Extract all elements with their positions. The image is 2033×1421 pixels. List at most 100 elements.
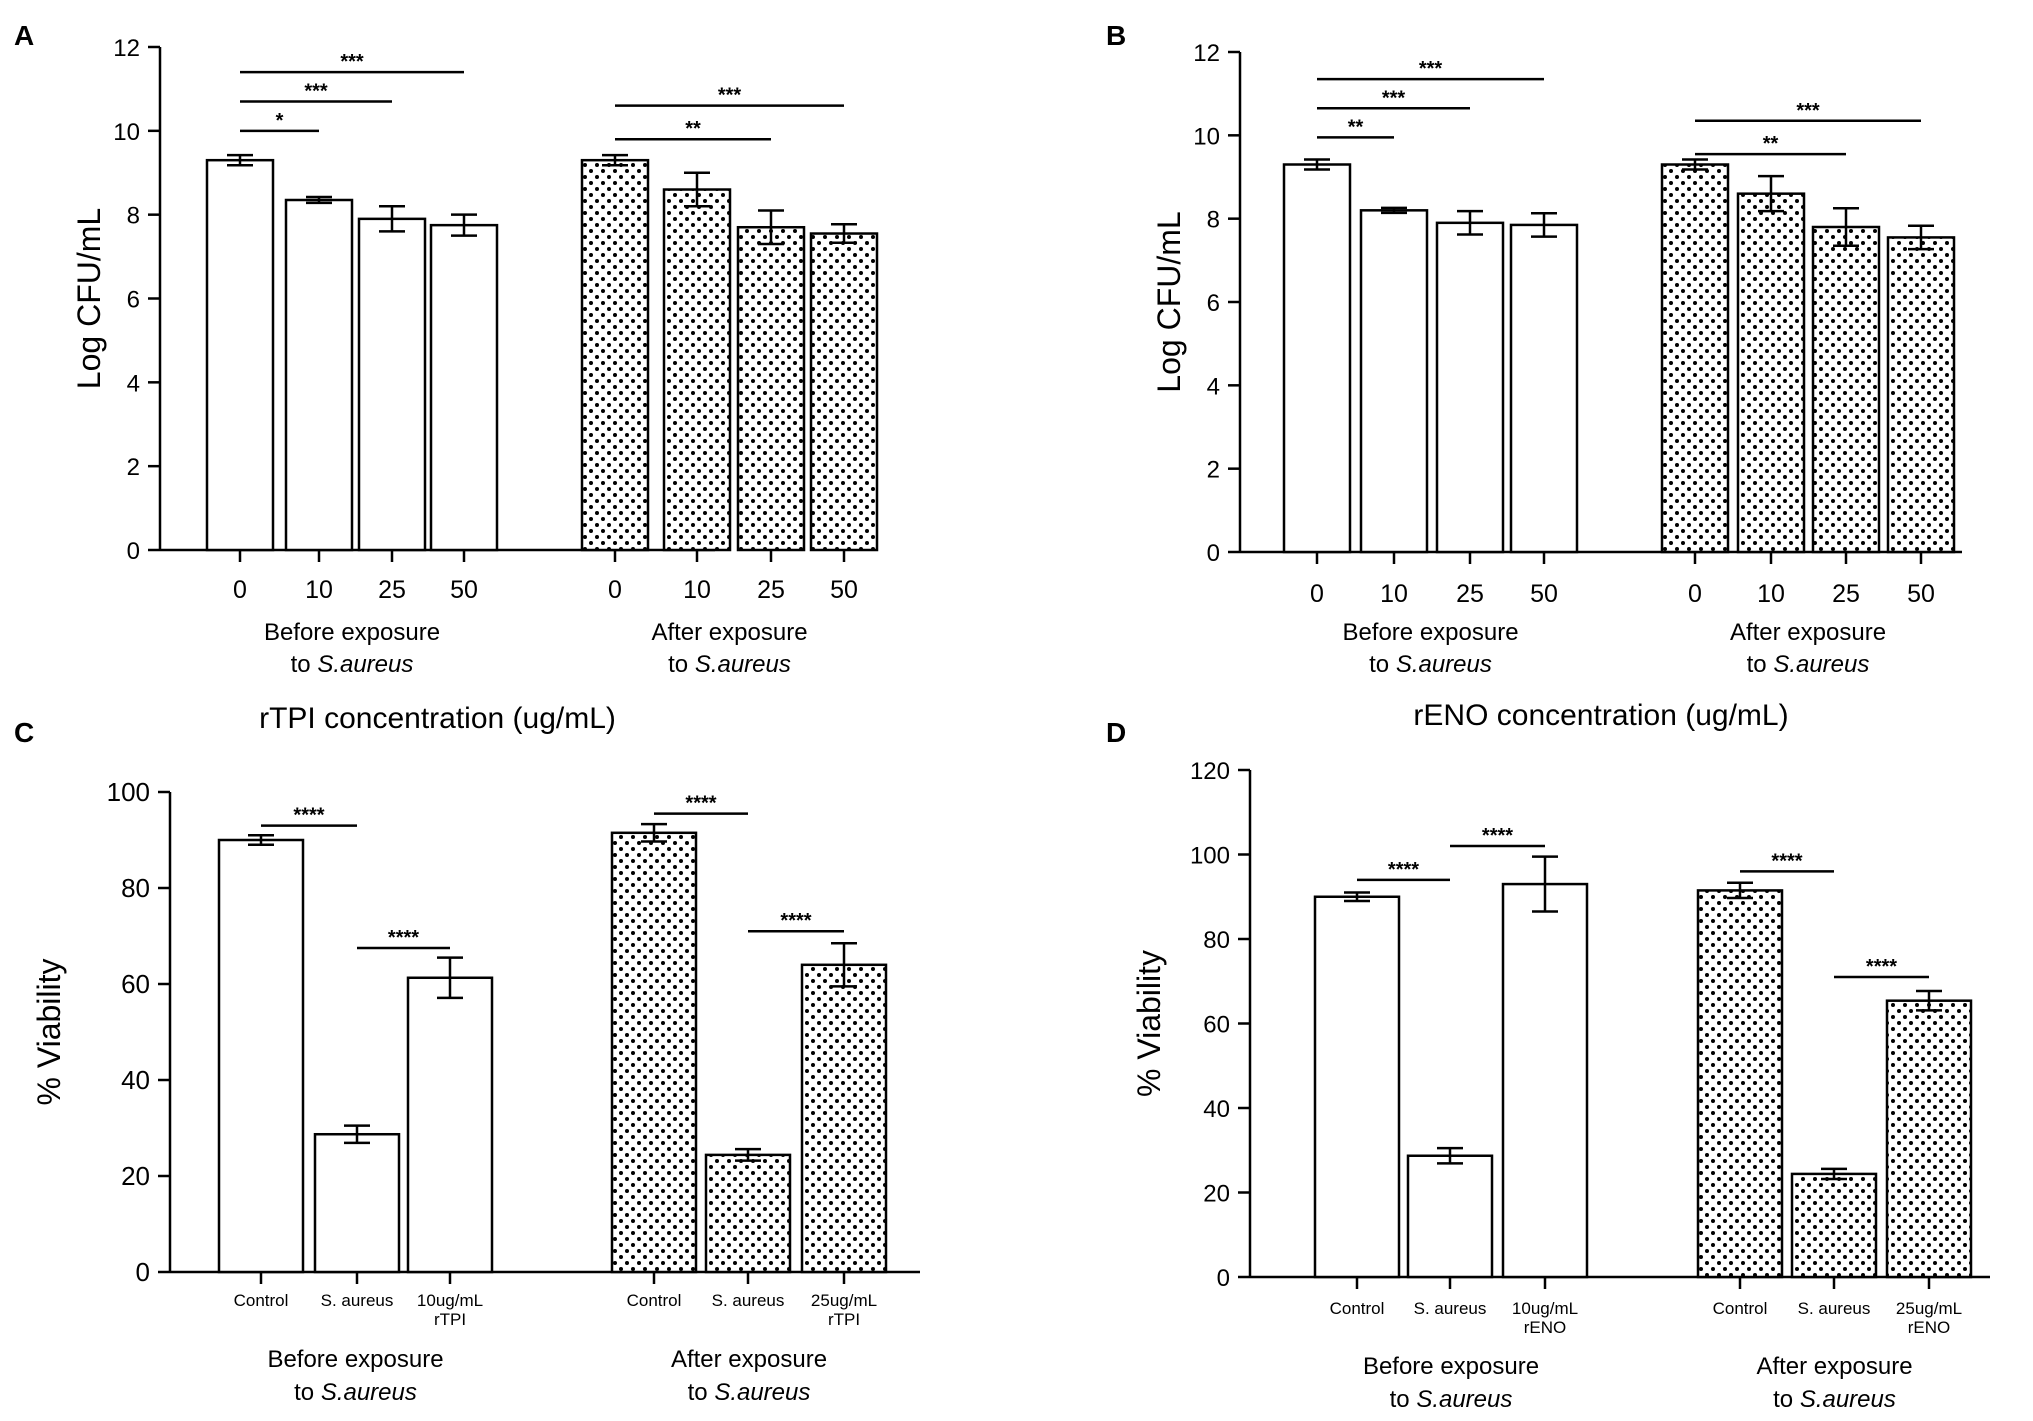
bar [217,838,305,1274]
y-axis-label: % Viability [31,958,67,1105]
group-label-organism: S.aureus [321,1379,417,1406]
y-tick-label: 12 [113,35,140,62]
bar [800,963,888,1274]
x-tick-label: rTPI [828,1310,860,1329]
bar [429,223,499,552]
x-tick-label: S. aureus [712,1291,785,1310]
group-label-organism: S.aureus [1416,1386,1512,1413]
bar [1886,236,1956,554]
group-label-prefix: to [1390,1386,1417,1413]
y-tick-label: 6 [127,287,140,314]
group-label: to S.aureus [668,651,791,678]
significance-label: ** [1348,116,1364,138]
group-label-prefix: to [1773,1386,1800,1413]
bar [610,831,698,1274]
bar [1736,192,1806,554]
bar [1696,889,1784,1279]
group-label-organism: S.aureus [1773,651,1869,678]
significance-label: **** [1866,956,1897,978]
y-tick-label: 2 [127,454,140,481]
x-tick-label: 10 [305,576,333,604]
y-tick-label: 2 [1207,457,1220,484]
x-tick-label: 50 [1907,580,1935,608]
y-tick-label: 120 [1190,758,1230,785]
bar [1406,1154,1494,1279]
significance-label: *** [1419,58,1443,80]
x-tick-label: 0 [608,576,622,604]
bar [406,976,494,1274]
x-tick-label: 25 [378,576,406,604]
group-label: After exposure [1730,619,1886,646]
group-label: Before exposure [1342,619,1518,646]
significance-label: *** [1382,87,1406,109]
y-tick-label: 4 [1207,373,1220,400]
y-tick-label: 12 [1193,40,1220,67]
bar [205,158,275,552]
group-label-organism: S.aureus [1800,1386,1896,1413]
significance-label: **** [780,910,811,932]
x-tick-label: 50 [830,576,858,604]
bar [662,188,732,552]
group-label: After exposure [671,1346,827,1373]
x-tick-label: S. aureus [1798,1299,1871,1318]
bar [1313,895,1401,1279]
group-label-organism: S.aureus [1396,651,1492,678]
y-tick-label: 10 [1193,123,1220,150]
significance-label: * [276,110,284,132]
panel-letter: A [14,20,34,51]
bar [809,232,879,552]
group-label: to S.aureus [291,651,414,678]
y-axis-label: Log CFU/mL [1151,211,1187,392]
x-tick-label: 50 [450,576,478,604]
x-tick-label: Control [627,1291,682,1310]
panel-letter: B [1106,20,1126,51]
y-tick-label: 100 [107,777,150,807]
bar [1790,1172,1878,1279]
group-label-prefix: to [1369,651,1396,678]
x-tick-label: 10 [1757,580,1785,608]
y-tick-label: 80 [1203,927,1230,954]
y-tick-label: 8 [1207,207,1220,234]
bar [1501,882,1589,1279]
x-tick-label: 10ug/mL [1512,1299,1578,1318]
y-tick-label: 0 [127,538,140,565]
significance-label: *** [718,85,742,107]
y-tick-label: 20 [1203,1181,1230,1208]
y-tick-label: 0 [136,1257,150,1287]
group-label: to S.aureus [1390,1386,1513,1413]
significance-label: **** [1482,825,1513,847]
panel-c: C % Viability 0 20 40 60 80 100 Control S. aureus… [14,717,920,1406]
group-label-prefix: to [294,1379,321,1406]
bar [1811,225,1881,554]
x-tick-label: rENO [1908,1318,1951,1337]
bar [580,158,650,552]
x-tick-label: 50 [1530,580,1558,608]
x-axis-label: rENO concentration (ug/mL) [1413,699,1788,732]
x-tick-label: rTPI [434,1310,466,1329]
bar [357,217,427,552]
group-label: Before exposure [264,619,440,646]
group-label: to S.aureus [1369,651,1492,678]
x-tick-label: 10ug/mL [417,1291,483,1310]
group-label: After exposure [651,619,807,646]
x-tick-label: 25 [1456,580,1484,608]
x-tick-label: S. aureus [1414,1299,1487,1318]
bar [1660,163,1730,554]
group-label: After exposure [1756,1353,1912,1380]
group-label-prefix: to [668,651,695,678]
bar [704,1153,792,1274]
significance-label: **** [1771,850,1802,872]
significance-label: ** [685,118,701,140]
significance-label: *** [1796,100,1820,122]
y-tick-label: 6 [1207,290,1220,317]
group-label-prefix: to [291,651,318,678]
y-tick-label: 4 [127,370,140,397]
group-label-organism: S.aureus [714,1379,810,1406]
y-axis-label: % Viability [1131,950,1167,1097]
x-tick-label: Control [1330,1299,1385,1318]
bar [284,198,354,552]
x-tick-label: 10 [1380,580,1408,608]
group-label-prefix: to [1747,651,1774,678]
group-label-organism: S.aureus [317,651,413,678]
y-tick-label: 20 [121,1161,150,1191]
